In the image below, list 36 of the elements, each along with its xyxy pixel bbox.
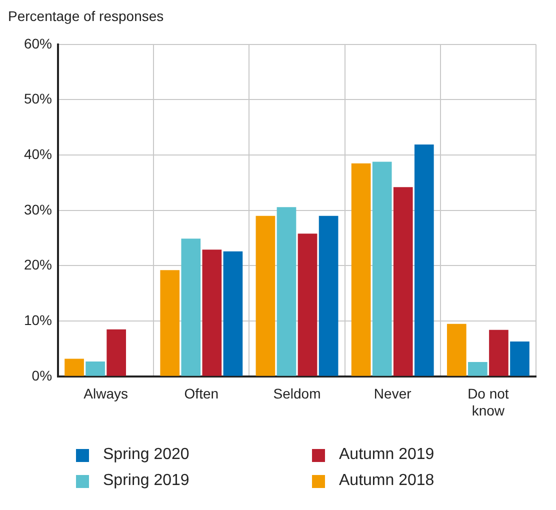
bar [414, 144, 434, 376]
y-tick-label: 50% [24, 90, 52, 107]
legend-label: Spring 2020 [103, 446, 190, 464]
bar [298, 234, 318, 376]
x-tick-label: Often [184, 386, 219, 402]
x-tick-label: Seldom [273, 386, 321, 402]
bar [106, 329, 126, 376]
y-tick-label: 40% [24, 146, 52, 162]
bar [372, 162, 392, 376]
legend-label: Spring 2019 [103, 472, 190, 490]
bar [468, 362, 488, 376]
bar [223, 251, 243, 376]
bar [256, 216, 276, 376]
bar [64, 358, 84, 376]
y-tick-label: 30% [24, 201, 52, 218]
legend-label: Autumn 2018 [339, 472, 434, 490]
legend-label: Autumn 2019 [339, 446, 434, 464]
bar [489, 330, 508, 376]
x-tick-label: Do not know [468, 386, 509, 418]
y-tick-label: 20% [24, 256, 52, 273]
bar [202, 250, 222, 376]
y-tick-label: 60% [24, 35, 52, 52]
bar [181, 238, 201, 376]
bar [510, 342, 530, 376]
y-axis-title: Percentage of responses [8, 8, 165, 26]
x-tick-label: Never [374, 386, 412, 402]
bar [86, 361, 105, 376]
bar [318, 216, 338, 376]
bar [393, 187, 413, 376]
bar [276, 207, 296, 376]
y-tick-label: 0% [32, 367, 52, 384]
bar [160, 270, 180, 376]
x-tick-label: Always [84, 386, 128, 402]
y-tick-label: 10% [24, 312, 52, 328]
bar [351, 163, 371, 376]
bar [446, 324, 466, 376]
